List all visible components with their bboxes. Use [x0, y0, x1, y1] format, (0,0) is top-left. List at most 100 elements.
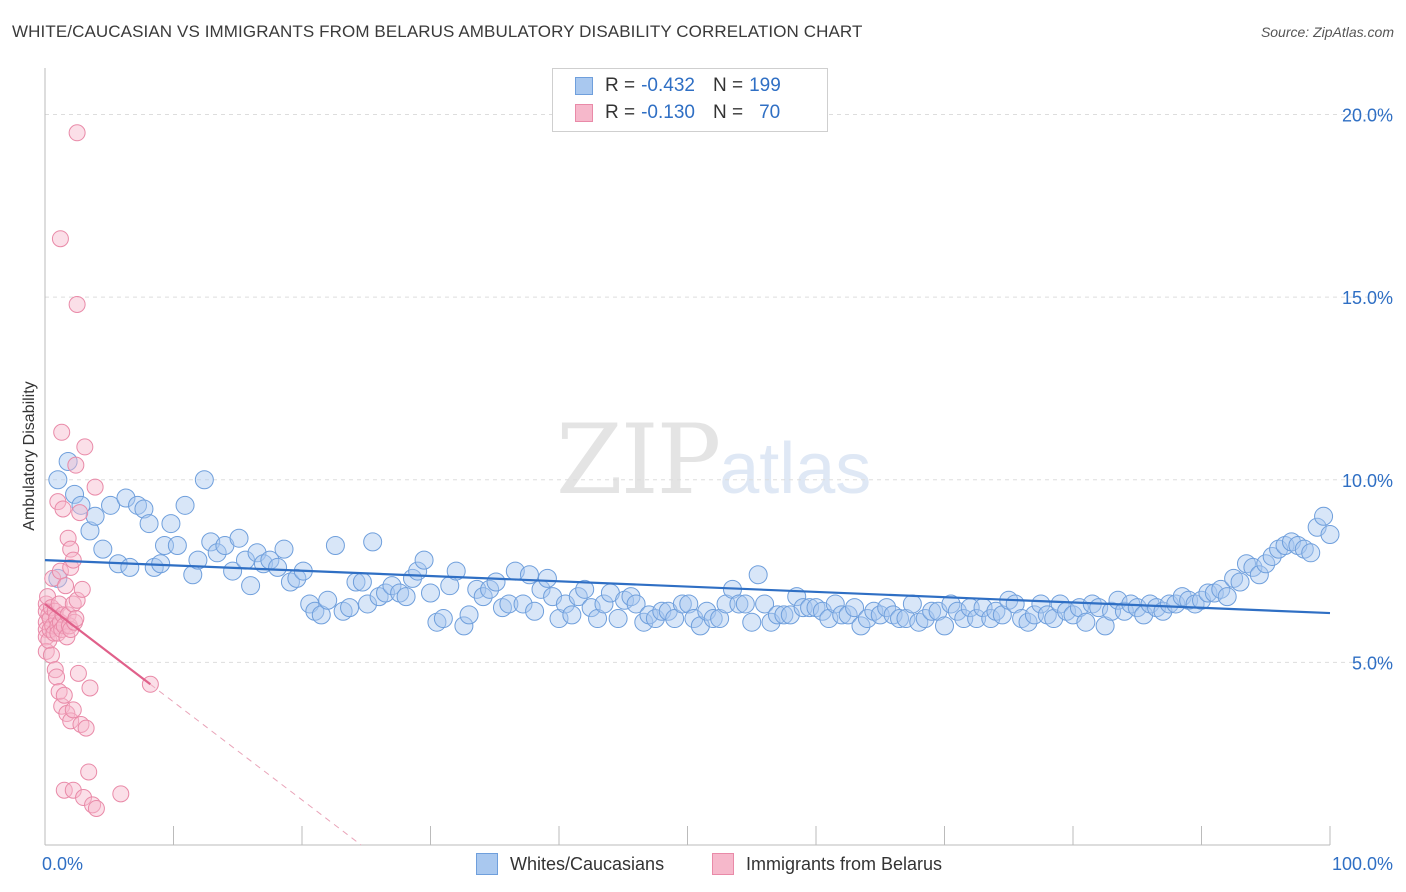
- whites-point: [525, 601, 545, 621]
- whites-point: [161, 514, 181, 534]
- whites-point: [48, 470, 68, 490]
- whites-point: [941, 594, 961, 614]
- whites-point: [568, 587, 588, 607]
- n-value: 199: [749, 75, 781, 96]
- belarus-point: [68, 591, 86, 609]
- whites-point: [369, 587, 389, 607]
- whites-point: [967, 609, 987, 629]
- whites-point: [390, 583, 410, 603]
- whites-point: [128, 495, 148, 515]
- belarus-point: [67, 456, 85, 474]
- belarus-point: [55, 781, 73, 799]
- blue-swatch: [476, 853, 498, 875]
- whites-point: [101, 495, 121, 515]
- whites-point: [581, 598, 601, 618]
- whites-point: [1147, 598, 1167, 618]
- whites-point: [1224, 568, 1244, 588]
- whites-point: [672, 594, 692, 614]
- n-label: N =: [712, 75, 744, 96]
- whites-point: [883, 605, 903, 625]
- whites-point: [1166, 594, 1186, 614]
- whites-point: [1301, 543, 1321, 563]
- pink-swatch: [712, 853, 734, 875]
- whites-point: [459, 605, 479, 625]
- whites-point: [144, 557, 164, 577]
- whites-point: [71, 495, 91, 515]
- whites-point: [626, 594, 646, 614]
- whites-point: [433, 609, 453, 629]
- whites-point: [1230, 572, 1250, 592]
- whites-point: [639, 605, 659, 625]
- whites-point: [575, 579, 595, 599]
- whites-trend-line: [44, 559, 1331, 615]
- x-tick-label: 100.0%: [1332, 854, 1393, 874]
- belarus-point: [62, 540, 80, 558]
- whites-point: [1037, 605, 1057, 625]
- whites-point: [93, 539, 113, 559]
- whites-point: [838, 605, 858, 625]
- whites-point: [80, 521, 100, 541]
- whites-point: [116, 488, 136, 508]
- belarus-point: [112, 785, 130, 803]
- belarus-point: [51, 230, 69, 248]
- whites-point: [421, 583, 440, 603]
- belarus-point: [57, 577, 75, 595]
- whites-point: [909, 612, 929, 632]
- whites-point: [201, 532, 221, 552]
- y-tick-label: 10.0%: [1342, 471, 1393, 491]
- whites-point: [742, 612, 762, 632]
- whites-point: [473, 587, 493, 607]
- whites-point: [902, 594, 922, 614]
- whites-point: [480, 579, 500, 599]
- whites-point: [845, 598, 865, 618]
- whites-point: [608, 609, 628, 629]
- whites-point: [890, 609, 910, 629]
- whites-point: [194, 470, 214, 490]
- whites-point: [729, 594, 749, 614]
- belarus-point: [77, 719, 95, 737]
- belarus-point: [69, 664, 87, 682]
- whites-point: [735, 594, 755, 614]
- belarus-point: [68, 124, 86, 142]
- whites-point: [58, 452, 78, 471]
- stats-legend-row-whites: R = -0.432 N = 199: [575, 73, 781, 99]
- whites-point: [1031, 594, 1051, 614]
- belarus-point: [59, 529, 77, 547]
- whites-point: [922, 601, 942, 621]
- watermark-atlas: atlas: [719, 429, 872, 509]
- whites-point: [1256, 554, 1276, 574]
- whites-point: [499, 594, 519, 614]
- whites-point: [120, 557, 140, 577]
- whites-point: [1012, 609, 1032, 629]
- whites-point: [241, 576, 261, 596]
- whites-point: [851, 616, 871, 636]
- whites-point: [167, 536, 187, 556]
- watermark: ZIPatlas: [556, 404, 871, 516]
- belarus-point: [54, 500, 72, 518]
- whites-point: [537, 568, 557, 588]
- belarus-point: [46, 661, 64, 679]
- whites-point: [1114, 601, 1134, 621]
- whites-point: [1262, 546, 1282, 566]
- whites-point: [1320, 525, 1340, 545]
- belarus-point: [62, 712, 80, 730]
- y-tick-label: 15.0%: [1342, 288, 1393, 308]
- pink-trend-extension: [150, 683, 362, 846]
- whites-point: [358, 594, 378, 614]
- belarus-point: [55, 686, 73, 704]
- whites-point: [947, 601, 967, 621]
- belarus-point: [42, 646, 60, 664]
- belarus-point: [81, 679, 99, 697]
- whites-point: [325, 536, 345, 556]
- whites-point: [935, 616, 954, 636]
- whites-point: [877, 598, 897, 618]
- whites-point: [382, 576, 402, 596]
- n-value: 70: [759, 102, 781, 123]
- belarus-point: [68, 295, 86, 313]
- belarus-point: [64, 701, 82, 719]
- whites-point: [748, 565, 768, 585]
- y-tick-label: 20.0%: [1342, 106, 1393, 126]
- whites-point: [1249, 565, 1269, 585]
- y-axis-label: Ambulatory Disability: [21, 381, 38, 531]
- whites-point: [486, 572, 506, 592]
